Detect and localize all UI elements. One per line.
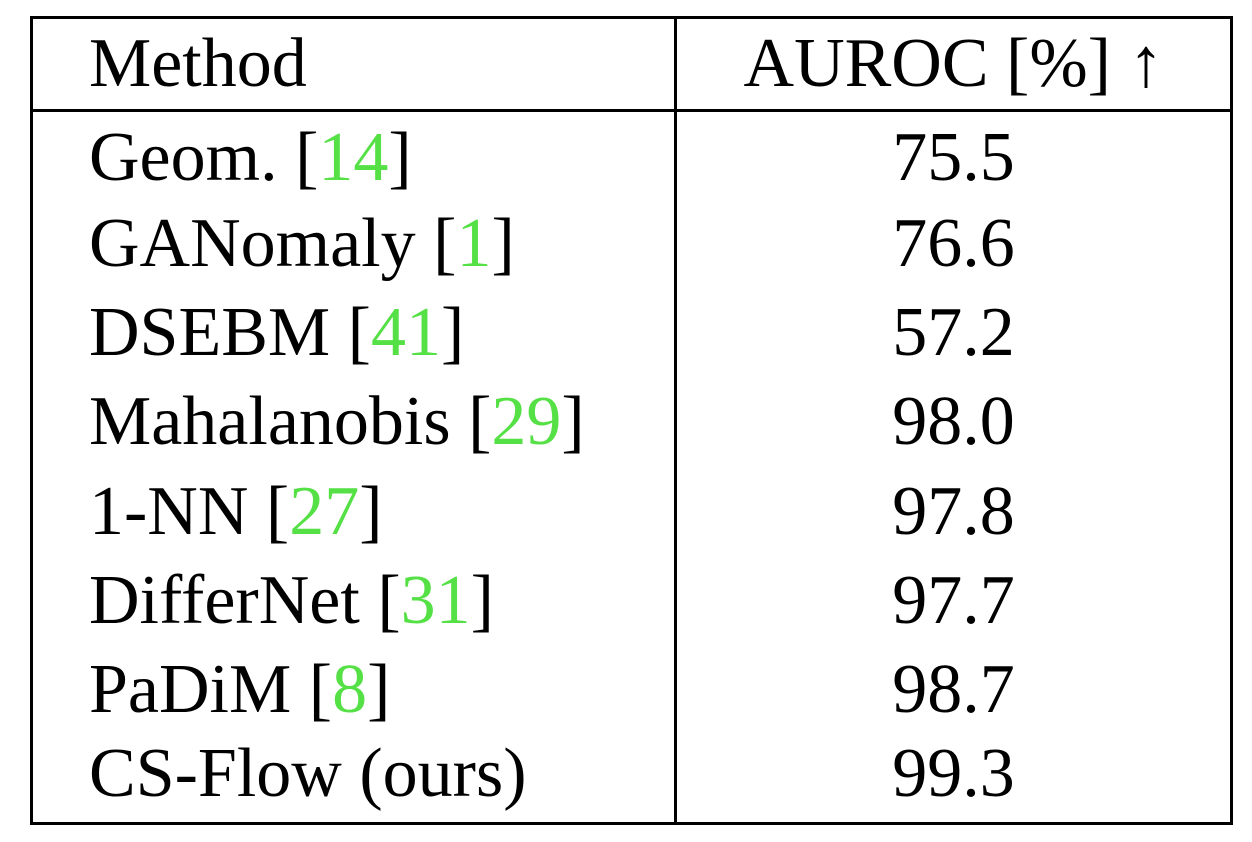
table-row: PaDiM [8] 98.7 [30,645,1233,735]
table-row: DifferNet [31] 97.7 [30,556,1233,646]
citation-link[interactable]: 41 [370,294,441,372]
method-name: Geom. [89,118,278,196]
method-cell: PaDiM [8] [30,645,677,735]
auroc-value: 97.7 [675,556,1233,646]
auroc-column-header: AUROC [%] ↑ [675,16,1233,112]
table-row: Mahalanobis [29] 98.0 [30,377,1233,467]
method-name: DifferNet [89,561,360,639]
auroc-value: 98.7 [675,645,1233,735]
method-name: 1-NN [89,472,249,550]
method-name: DSEBM [89,294,331,372]
auroc-value: 76.6 [675,199,1233,289]
citation-link[interactable]: 27 [289,472,360,550]
method-name-ours: CS-Flow (ours) [30,734,677,826]
auroc-value: 97.8 [675,467,1233,557]
method-cell: Mahalanobis [29] [30,377,677,467]
method-name: Mahalanobis [89,383,451,461]
method-name: GANomaly [89,205,416,283]
auroc-value: 57.2 [675,288,1233,378]
table-row: Geom. [14] 75.5 [30,110,1233,200]
citation-link[interactable]: 8 [332,650,368,728]
table-row: DSEBM [41] 57.2 [30,288,1233,378]
auroc-value: 98.0 [675,377,1233,467]
citation-link[interactable]: 1 [456,205,492,283]
method-cell: Geom. [14] [30,110,677,200]
citation-link[interactable]: 31 [400,561,471,639]
method-cell: GANomaly [1] [30,199,677,289]
table-row-ours: CS-Flow (ours) 99.3 [30,734,1233,826]
header-row: Method AUROC [%] ↑ [30,16,1233,112]
table-row: GANomaly [1] 76.6 [30,199,1233,289]
method-cell: DSEBM [41] [30,288,677,378]
method-column-header: Method [30,16,677,112]
table-row: 1-NN [27] 97.8 [30,467,1233,557]
method-name: PaDiM [89,650,292,728]
citation-link[interactable]: 14 [318,118,389,196]
results-table: Method AUROC [%] ↑ Geom. [14] 75.5 GANom… [30,16,1233,826]
auroc-value: 75.5 [675,110,1233,200]
method-cell: 1-NN [27] [30,467,677,557]
citation-link[interactable]: 29 [491,383,562,461]
auroc-value-best: 99.3 [675,734,1233,826]
method-cell: DifferNet [31] [30,556,677,646]
